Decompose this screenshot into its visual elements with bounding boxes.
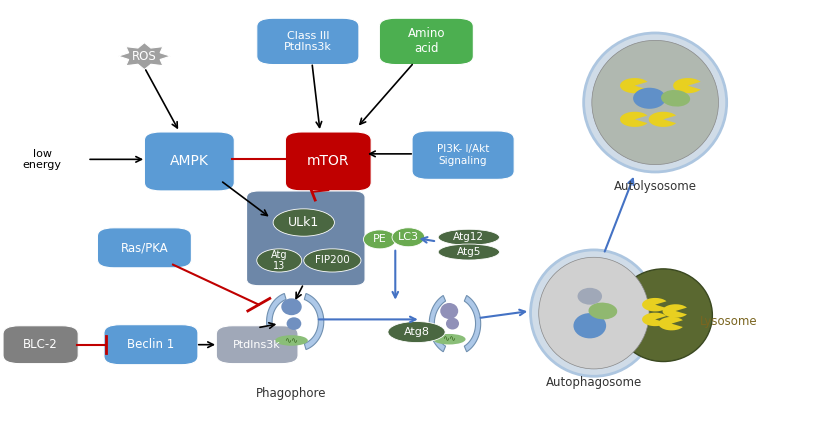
- Text: Atg5: Atg5: [456, 247, 481, 257]
- Ellipse shape: [538, 257, 649, 369]
- Text: Class III
PtdIns3k: Class III PtdIns3k: [283, 31, 332, 52]
- Wedge shape: [672, 78, 699, 93]
- FancyBboxPatch shape: [256, 18, 359, 64]
- Ellipse shape: [613, 269, 712, 362]
- Wedge shape: [619, 112, 647, 127]
- Ellipse shape: [583, 33, 726, 172]
- Polygon shape: [304, 293, 324, 349]
- Ellipse shape: [281, 298, 301, 315]
- Ellipse shape: [387, 321, 445, 343]
- Text: Autophagosome: Autophagosome: [545, 376, 641, 389]
- FancyBboxPatch shape: [3, 326, 78, 364]
- Wedge shape: [641, 312, 666, 326]
- Ellipse shape: [391, 228, 424, 247]
- Text: low
energy: low energy: [23, 148, 61, 170]
- FancyBboxPatch shape: [216, 326, 297, 364]
- Ellipse shape: [440, 303, 458, 319]
- Ellipse shape: [632, 88, 665, 109]
- Polygon shape: [118, 43, 170, 70]
- Text: LC3: LC3: [397, 232, 419, 242]
- Polygon shape: [464, 296, 480, 352]
- Wedge shape: [619, 78, 647, 93]
- Text: Ptdlns3k: Ptdlns3k: [233, 340, 281, 350]
- Text: Atg12: Atg12: [453, 232, 484, 242]
- Text: BLC-2: BLC-2: [23, 338, 58, 351]
- Text: Atg8: Atg8: [403, 327, 429, 337]
- Ellipse shape: [591, 40, 717, 165]
- Ellipse shape: [287, 317, 301, 330]
- Wedge shape: [658, 317, 682, 330]
- FancyBboxPatch shape: [97, 228, 191, 268]
- FancyBboxPatch shape: [144, 132, 234, 191]
- Text: PI3K- I/Akt
Signaling: PI3K- I/Akt Signaling: [437, 144, 489, 166]
- FancyBboxPatch shape: [247, 191, 364, 286]
- Text: ROS: ROS: [132, 50, 156, 63]
- Ellipse shape: [530, 250, 656, 376]
- Text: PE: PE: [373, 234, 387, 244]
- Ellipse shape: [256, 249, 301, 272]
- Ellipse shape: [275, 335, 307, 346]
- Ellipse shape: [437, 244, 499, 260]
- Text: Amino
acid: Amino acid: [407, 28, 445, 56]
- Wedge shape: [641, 298, 666, 311]
- Ellipse shape: [273, 209, 334, 236]
- Wedge shape: [648, 112, 675, 127]
- Text: Ras/PKA: Ras/PKA: [120, 241, 168, 254]
- Ellipse shape: [660, 90, 690, 106]
- Ellipse shape: [572, 313, 605, 338]
- Ellipse shape: [303, 249, 360, 272]
- Text: Atg
13: Atg 13: [270, 250, 287, 271]
- Text: FIP200: FIP200: [314, 255, 350, 265]
- Text: Phagophore: Phagophore: [256, 387, 326, 400]
- Text: ∿∿: ∿∿: [284, 336, 298, 345]
- Polygon shape: [428, 296, 445, 352]
- Wedge shape: [662, 304, 686, 318]
- Text: Autolysosome: Autolysosome: [613, 180, 696, 193]
- FancyBboxPatch shape: [104, 325, 197, 365]
- Text: AMPK: AMPK: [170, 154, 209, 168]
- Polygon shape: [266, 293, 286, 349]
- Text: mTOR: mTOR: [306, 154, 349, 168]
- Text: ULk1: ULk1: [287, 216, 319, 229]
- Ellipse shape: [446, 318, 459, 329]
- Ellipse shape: [363, 230, 396, 249]
- Text: ∿∿: ∿∿: [441, 335, 455, 344]
- FancyBboxPatch shape: [285, 132, 371, 191]
- Text: Beclin 1: Beclin 1: [127, 338, 174, 351]
- FancyBboxPatch shape: [411, 131, 514, 179]
- Text: Lysosome: Lysosome: [699, 315, 757, 328]
- FancyBboxPatch shape: [379, 18, 473, 64]
- Ellipse shape: [588, 303, 617, 319]
- Ellipse shape: [577, 288, 601, 305]
- Ellipse shape: [437, 229, 499, 245]
- Ellipse shape: [432, 334, 465, 344]
